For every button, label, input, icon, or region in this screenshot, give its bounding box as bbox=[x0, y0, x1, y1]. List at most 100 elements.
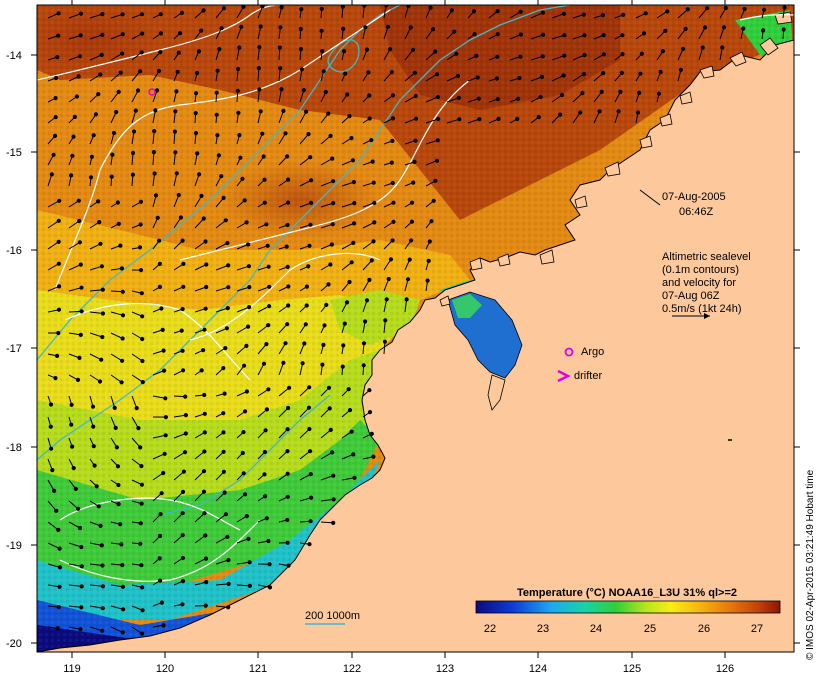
velocity-arrow-head-530 bbox=[203, 533, 208, 538]
velocity-arrow-head-322 bbox=[306, 264, 311, 269]
velocity-arrow-head-62 bbox=[582, 33, 587, 38]
velocity-arrow-head-35 bbox=[762, 7, 767, 12]
velocity-arrow-head-504 bbox=[243, 492, 248, 497]
velocity-arrow-head-535 bbox=[307, 542, 312, 547]
velocity-arrow-head-55 bbox=[430, 27, 436, 32]
velocity-arrow-head-65 bbox=[641, 31, 647, 36]
velocity-arrow-head-478 bbox=[351, 452, 356, 457]
velocity-arrow-head-557 bbox=[247, 583, 252, 589]
velocity-arrow-head-439 bbox=[202, 411, 207, 416]
velocity-arrow-head-292 bbox=[77, 240, 83, 245]
velocity-arrow-head-318 bbox=[226, 263, 231, 268]
velocity-arrow-193 bbox=[593, 111, 601, 124]
velocity-arrow-head-228 bbox=[330, 156, 335, 161]
velocity-arrow-393 bbox=[257, 343, 267, 355]
velocity-arrow-head-167 bbox=[53, 115, 58, 120]
velocity-arrow-508 bbox=[320, 498, 334, 502]
velocity-arrow-head-542 bbox=[180, 555, 185, 561]
velocity-arrow-562 bbox=[110, 605, 124, 610]
lat-tick-20: -20 bbox=[6, 638, 22, 650]
velocity-arrow-head-233 bbox=[434, 158, 440, 163]
velocity-arrow-head-565 bbox=[180, 602, 185, 607]
velocity-arrow-head-207 bbox=[283, 131, 288, 136]
velocity-arrow-head-187 bbox=[477, 117, 482, 122]
velocity-arrow-head-300 bbox=[246, 242, 251, 247]
velocity-arrow-head-313 bbox=[119, 266, 125, 271]
velocity-arrow-476 bbox=[299, 450, 311, 460]
velocity-arrow-head-572 bbox=[140, 631, 145, 636]
velocity-arrow-head-488 bbox=[221, 469, 226, 474]
velocity-arrow-head-512 bbox=[118, 522, 123, 527]
velocity-arrow-40 bbox=[110, 33, 123, 40]
velocity-arrow-head-95 bbox=[518, 54, 523, 59]
velocity-arrow-head-66 bbox=[663, 28, 668, 33]
velocity-arrow-head-500 bbox=[159, 491, 164, 496]
velocity-arrow-head-321 bbox=[285, 264, 290, 269]
velocity-arrow-head-469 bbox=[162, 451, 167, 456]
velocity-arrow-head-415 bbox=[361, 363, 366, 368]
velocity-arrow-head-57 bbox=[472, 32, 477, 37]
velocity-arrow-head-308 bbox=[409, 238, 414, 243]
velocity-arrow-head-161 bbox=[560, 92, 565, 98]
velocity-arrow-head-112 bbox=[175, 69, 180, 75]
velocity-arrow-head-534 bbox=[285, 540, 290, 545]
velocity-arrow-364 bbox=[383, 299, 388, 313]
velocity-arrow-head-348 bbox=[56, 307, 62, 312]
velocity-arrow-head-422 bbox=[183, 394, 188, 399]
velocity-arrow-head-409 bbox=[242, 363, 247, 368]
velocity-arrow-head-270 bbox=[410, 200, 415, 205]
velocity-arrow-head-350 bbox=[100, 311, 106, 316]
argo-label: Argo bbox=[581, 346, 604, 358]
velocity-arrow-365 bbox=[404, 299, 408, 313]
velocity-arrow-299 bbox=[215, 242, 228, 250]
velocity-arrow-82 bbox=[236, 47, 240, 61]
velocity-arrow-head-200 bbox=[131, 129, 137, 134]
velocity-arrow-571 bbox=[110, 626, 124, 633]
velocity-arrow-head-135 bbox=[658, 69, 663, 75]
lon-tick-119: 119 bbox=[63, 663, 81, 675]
velocity-arrow-head-519 bbox=[264, 516, 269, 521]
velocity-arrow-head-430 bbox=[346, 387, 351, 392]
velocity-arrow-185 bbox=[425, 118, 439, 124]
velocity-arrow-561 bbox=[89, 605, 103, 609]
velocity-arrow-404 bbox=[131, 374, 144, 383]
velocity-arrow-head-52 bbox=[363, 25, 368, 30]
velocity-arrow-head-433 bbox=[69, 422, 74, 427]
velocity-arrow-head-133 bbox=[619, 70, 624, 76]
velocity-arrow-head-412 bbox=[300, 361, 305, 366]
velocity-arrow-head-178 bbox=[281, 108, 286, 114]
velocity-arrow-head-335 bbox=[181, 284, 186, 289]
velocity-arrow-head-212 bbox=[390, 138, 395, 143]
alti-line-3: and velocity for bbox=[662, 277, 736, 289]
velocity-arrow-head-31 bbox=[685, 7, 690, 12]
velocity-arrow-head-131 bbox=[581, 72, 587, 77]
velocity-arrow-head-249 bbox=[371, 180, 376, 185]
velocity-arrow-head-506 bbox=[285, 494, 290, 499]
velocity-arrow-head-140 bbox=[116, 89, 121, 95]
velocity-arrow-head-509 bbox=[56, 527, 61, 533]
velocity-arrow-head-331 bbox=[100, 287, 105, 292]
velocity-arrow-head-148 bbox=[279, 87, 284, 92]
velocity-arrow-head-219 bbox=[130, 150, 136, 156]
velocity-arrow-head-573 bbox=[161, 623, 166, 628]
velocity-arrow-200 bbox=[131, 131, 135, 145]
velocity-arrow-3 bbox=[89, 13, 103, 19]
velocity-arrow-head-71 bbox=[761, 28, 766, 33]
velocity-arrow-head-302 bbox=[284, 244, 289, 249]
velocity-arrow-head-251 bbox=[411, 180, 416, 185]
velocity-arrow-53 bbox=[383, 26, 389, 40]
velocity-arrow-head-80 bbox=[196, 49, 201, 54]
velocity-arrow-head-558 bbox=[267, 585, 273, 590]
velocity-arrow-head-419 bbox=[112, 405, 117, 410]
velocity-arrow-head-255 bbox=[96, 199, 101, 204]
velocity-arrow-9 bbox=[215, 7, 225, 19]
velocity-arrow-head-371 bbox=[160, 327, 165, 332]
velocity-arrow-head-119 bbox=[321, 69, 326, 74]
velocity-arrow-403 bbox=[110, 374, 122, 383]
velocity-arrow-head-327 bbox=[407, 257, 412, 262]
velocity-arrow-head-12 bbox=[279, 5, 284, 10]
velocity-arrow-head-376 bbox=[266, 323, 271, 328]
velocity-arrow-454 bbox=[173, 433, 186, 439]
velocity-arrow-head-8 bbox=[201, 8, 206, 13]
velocity-arrow-head-10 bbox=[241, 5, 246, 9]
